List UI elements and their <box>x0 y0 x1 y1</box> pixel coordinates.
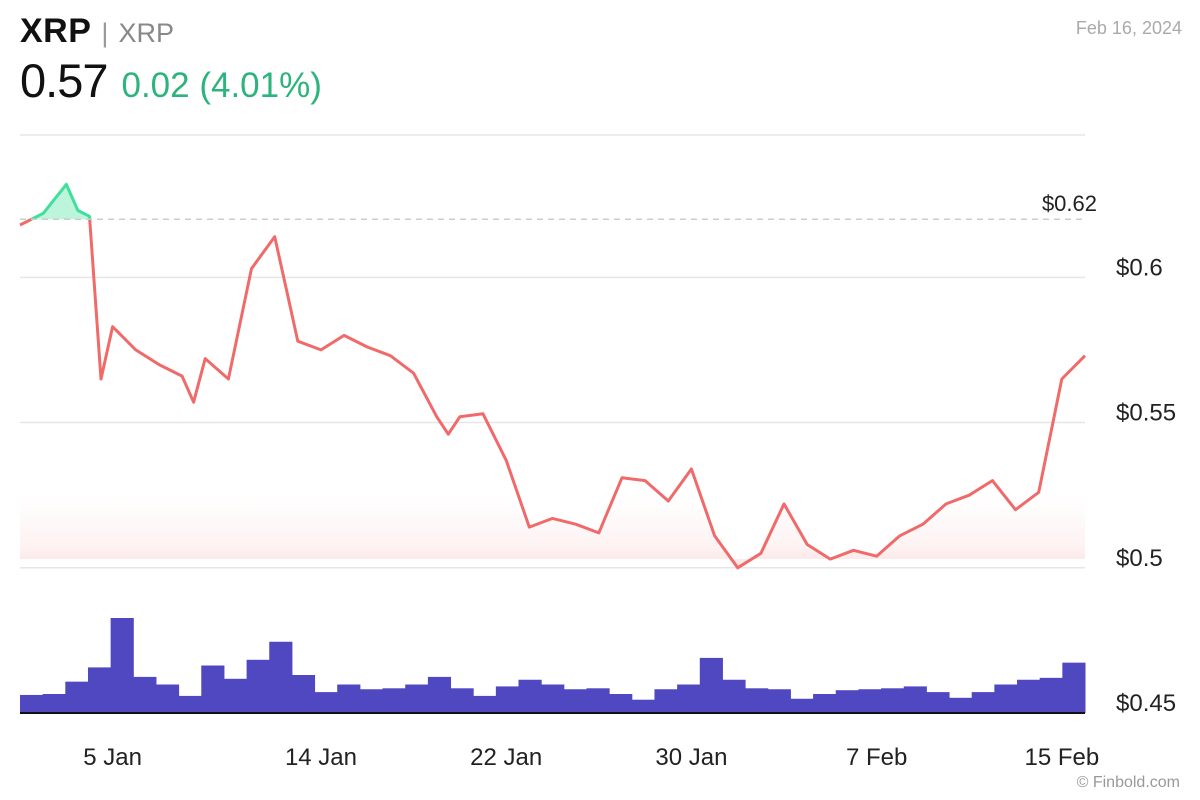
volume-bar <box>269 641 293 713</box>
volume-bar <box>87 667 112 713</box>
volume-bar <box>518 679 542 713</box>
volume-bars <box>20 618 1086 714</box>
y-axis-labels: $0.6 $0.55 $0.5 $0.45 <box>1116 254 1176 717</box>
volume-bar <box>337 684 361 713</box>
volume-bar <box>835 690 859 713</box>
volume-bar <box>926 692 950 713</box>
volume-bar <box>178 695 202 713</box>
volume-bar <box>722 679 746 713</box>
price-change: 0.02 (4.01%) <box>121 66 322 105</box>
volume-bar <box>1017 679 1041 713</box>
volume-bar <box>767 689 791 713</box>
volume-bar <box>495 686 520 713</box>
volume-bar <box>563 689 587 713</box>
chart-header: XRP | XRP 0.57 0.02 (4.01%) <box>20 12 322 108</box>
gridlines <box>20 134 1085 569</box>
volume-bar <box>677 684 701 713</box>
title-separator: | <box>101 18 109 48</box>
y-tick-label: $0.5 <box>1116 545 1163 572</box>
x-tick-label: 7 Feb <box>846 744 907 771</box>
volume-bar <box>654 689 678 713</box>
x-tick-label: 14 Jan <box>285 744 357 771</box>
volume-bar <box>881 688 905 713</box>
volume-bar <box>631 699 655 713</box>
finbold-credit: © Finbold.com <box>1076 774 1180 791</box>
x-tick-label: 30 Jan <box>655 744 727 771</box>
volume-bar <box>133 676 157 713</box>
volume-bar <box>903 686 927 713</box>
volume-bar <box>949 697 973 713</box>
volume-bar <box>813 694 837 713</box>
chart-date: Feb 16, 2024 <box>1075 18 1182 38</box>
price-area-below <box>20 495 1085 568</box>
volume-bar <box>745 688 769 713</box>
volume-bar <box>359 689 384 713</box>
reference-line-group: $0.62 <box>20 191 1097 220</box>
volume-bar <box>450 688 474 713</box>
price-line-below <box>19 217 33 227</box>
volume-bar <box>586 688 610 713</box>
volume-bar <box>382 688 406 713</box>
volume-bar <box>405 684 429 713</box>
volume-bar <box>155 684 180 713</box>
volume-bar <box>1039 677 1063 713</box>
volume-bar <box>609 694 633 713</box>
volume-bar <box>314 692 338 713</box>
volume-bar <box>246 659 270 713</box>
volume-bar <box>291 675 316 713</box>
y-tick-label: $0.55 <box>1116 400 1176 427</box>
volume-bar <box>110 618 134 713</box>
volume-bar <box>971 692 995 713</box>
asset-symbol: XRP <box>20 12 92 50</box>
volume-bar <box>223 678 248 713</box>
volume-bar <box>473 695 497 713</box>
volume-bar <box>201 665 225 713</box>
volume-bar <box>699 657 723 713</box>
title-row: XRP | XRP <box>20 12 322 51</box>
asset-name: XRP <box>118 18 174 48</box>
volume-bar <box>65 681 89 713</box>
volume-bar <box>858 689 882 713</box>
price-row: 0.57 0.02 (4.01%) <box>20 53 322 108</box>
price-lines <box>19 182 1087 570</box>
x-tick-label: 15 Feb <box>1024 744 1099 771</box>
current-price: 0.57 <box>20 54 108 107</box>
y-tick-label: $0.6 <box>1116 254 1163 281</box>
x-tick-label: 5 Jan <box>83 744 142 771</box>
price-line-below <box>88 219 1087 570</box>
volume-bar <box>1062 662 1086 713</box>
y-tick-label: $0.45 <box>1116 690 1176 717</box>
volume-bar <box>42 694 66 713</box>
price-line-above <box>30 182 92 221</box>
volume-bar <box>994 684 1018 713</box>
volume-bar <box>790 698 814 713</box>
x-axis-labels: 5 Jan 14 Jan 22 Jan 30 Jan 7 Feb 15 Feb <box>83 744 1099 771</box>
x-tick-label: 22 Jan <box>470 744 542 771</box>
volume-bar <box>427 676 452 713</box>
reference-line-label: $0.62 <box>1042 191 1097 216</box>
volume-bar <box>541 684 565 713</box>
volume-bar <box>20 694 44 713</box>
